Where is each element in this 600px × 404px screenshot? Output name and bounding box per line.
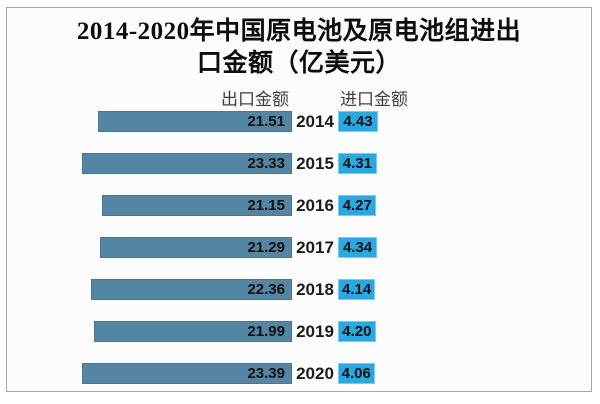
import-bar: 4.20 xyxy=(338,321,376,342)
import-bar: 4.31 xyxy=(338,153,377,174)
import-value-label: 4.14 xyxy=(342,281,372,298)
export-value-label: 21.29 xyxy=(247,239,285,256)
import-bar: 4.34 xyxy=(338,237,378,258)
import-bar: 4.43 xyxy=(338,111,378,132)
export-bar: 21.15 xyxy=(101,195,292,216)
export-value-label: 23.39 xyxy=(247,365,285,382)
bar-row: 22.36 2018 4.14 xyxy=(7,279,591,300)
export-value-label: 22.36 xyxy=(247,281,285,298)
bar-row: 21.99 2019 4.20 xyxy=(7,321,591,342)
bar-row: 23.39 2020 4.06 xyxy=(7,363,591,384)
year-label: 2014 xyxy=(296,111,334,131)
export-value-label: 21.99 xyxy=(247,323,285,340)
export-bar: 21.51 xyxy=(98,111,292,132)
import-bar: 4.06 xyxy=(338,363,375,384)
import-value-label: 4.34 xyxy=(342,239,373,256)
year-label: 2015 xyxy=(296,153,334,173)
year-label: 2016 xyxy=(296,195,334,215)
export-value-label: 23.33 xyxy=(247,155,285,172)
legend-export-label: 出口金额 xyxy=(221,89,289,109)
export-bar: 21.29 xyxy=(100,237,292,258)
bar-rows: 21.51 2014 4.43 23.33 2015 4.31 21.15 2016 4.27 2… xyxy=(7,111,591,384)
year-label: 2020 xyxy=(296,363,334,383)
year-label: 2019 xyxy=(296,321,334,341)
chart-title: 2014-2020年中国原电池及原电池组进出 口金额（亿美元） xyxy=(7,16,591,80)
chart-title-line1: 2014-2020年中国原电池及原电池组进出 xyxy=(76,18,522,45)
import-value-label: 4.43 xyxy=(343,113,373,130)
import-bar: 4.14 xyxy=(338,279,376,300)
import-value-label: 4.31 xyxy=(342,155,372,172)
year-label: 2017 xyxy=(296,237,334,257)
legend: 出口金额 进口金额 xyxy=(7,86,591,109)
import-value-label: 4.06 xyxy=(341,365,371,382)
export-bar: 21.99 xyxy=(94,321,292,342)
legend-import-label: 进口金额 xyxy=(340,89,408,109)
year-label: 2018 xyxy=(296,279,334,299)
bar-row: 21.15 2016 4.27 xyxy=(7,195,591,216)
export-bar: 23.33 xyxy=(82,153,292,174)
chart-title-line2: 口金额（亿美元） xyxy=(196,50,401,77)
export-value-label: 21.15 xyxy=(247,197,285,214)
export-value-label: 21.51 xyxy=(247,113,285,130)
import-bar: 4.27 xyxy=(338,195,377,216)
bar-row: 21.29 2017 4.34 xyxy=(7,237,591,258)
import-value-label: 4.20 xyxy=(342,323,372,340)
export-bar: 22.36 xyxy=(90,279,292,300)
export-bar: 23.39 xyxy=(81,363,292,384)
chart-frame: 2014-2020年中国原电池及原电池组进出 口金额（亿美元） 出口金额 进口金… xyxy=(6,7,592,392)
bar-row: 21.51 2014 4.43 xyxy=(7,111,591,132)
bar-row: 23.33 2015 4.31 xyxy=(7,153,591,174)
import-value-label: 4.27 xyxy=(342,197,372,214)
